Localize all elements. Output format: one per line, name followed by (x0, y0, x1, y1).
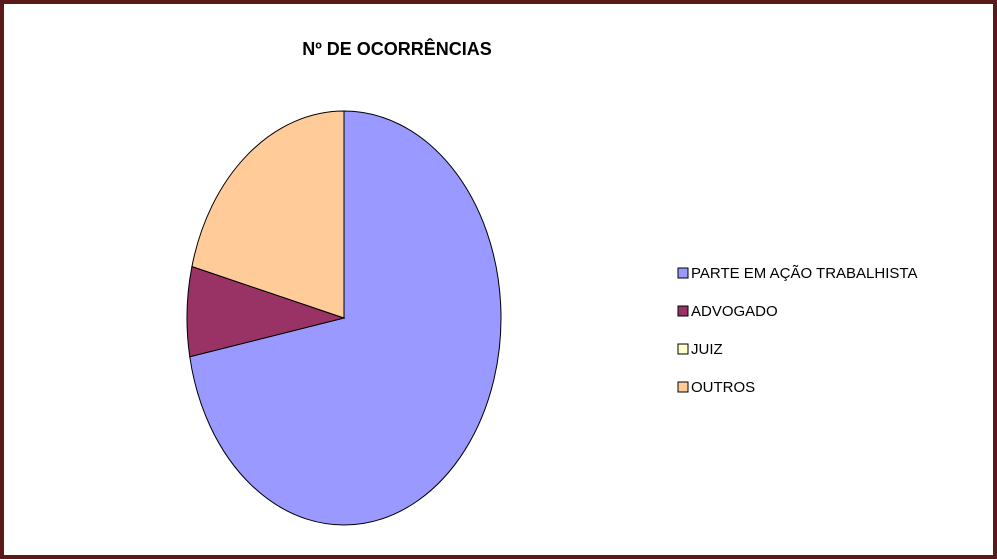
legend-label: PARTE EM AÇÃO TRABALHISTA (691, 265, 917, 282)
legend-label: OUTROS (691, 379, 755, 396)
legend-swatch (677, 343, 689, 355)
legend-swatch (677, 267, 689, 279)
pie-slice (191, 110, 345, 319)
legend-swatch (677, 381, 689, 393)
legend-label: ADVOGADO (691, 303, 778, 320)
chart-title: Nº DE OCORRÊNCIAS (302, 38, 492, 59)
legend-swatch (677, 305, 689, 317)
legend-label: JUIZ (691, 341, 723, 358)
